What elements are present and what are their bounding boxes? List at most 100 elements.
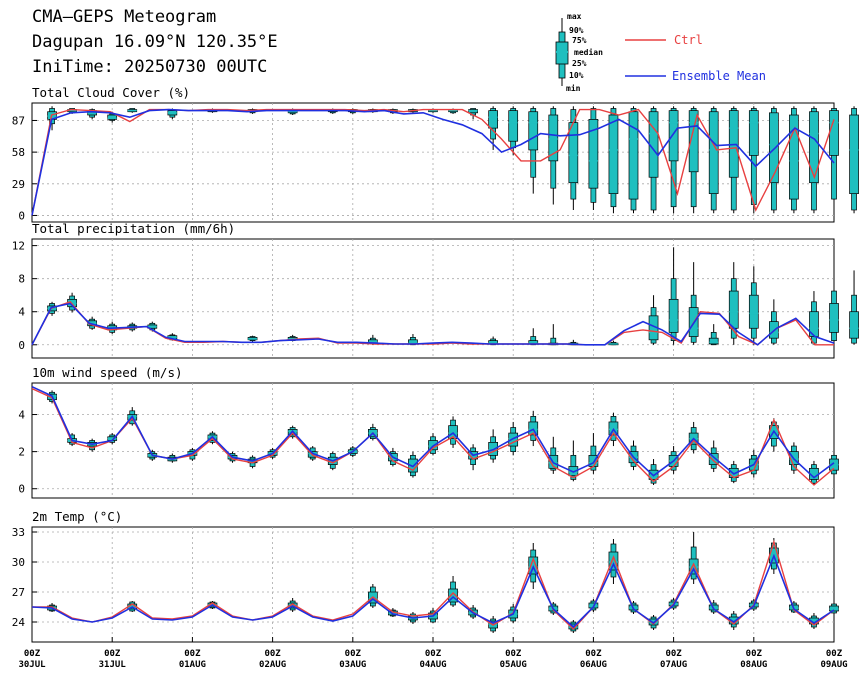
- precip-box-inner: [708, 337, 719, 345]
- precip-box: [748, 266, 759, 345]
- cloud-cover-frame: [31, 102, 835, 223]
- wind-speed-title: 10m wind speed (m/s): [32, 365, 183, 380]
- init-time-label: IniTime: 20250730 00UTC: [32, 57, 268, 77]
- cloud-cover-ytick-label: 58: [12, 146, 25, 159]
- legend-label-p90: 90%: [569, 26, 584, 35]
- wind-speed-panel: 10m wind speed (m/s) 0 2 4: [18, 365, 839, 499]
- wind-speed-ytick-label: 4: [18, 409, 25, 422]
- x-tick-day: 01AUG: [179, 660, 206, 670]
- cloud-cover-box: [488, 106, 498, 150]
- temp-ytick-label: 27: [12, 586, 25, 599]
- x-tick-day: 06AUG: [580, 660, 607, 670]
- precip-box-inner: [668, 298, 679, 333]
- x-tick-day: 02AUG: [259, 660, 286, 670]
- cloud-cover-box-inner: [608, 114, 619, 194]
- x-tick-day: 09AUG: [820, 660, 847, 670]
- cloud-cover-mean-line: [31, 108, 835, 216]
- precip-box-inner: [728, 290, 739, 329]
- cloud-cover-box-inner: [568, 122, 579, 184]
- location-label: Dagupan 16.09°N 120.35°E: [32, 32, 278, 52]
- cloud-cover-box: [528, 106, 539, 194]
- cloud-cover-box-inner: [809, 111, 819, 184]
- temp-frame: [31, 526, 835, 643]
- temp-box-inner: [448, 588, 458, 603]
- wind-speed-box-inner: [448, 425, 458, 439]
- x-tick-hour: 00Z: [746, 649, 763, 659]
- chart-title: CMA—GEPS Meteogram: [32, 7, 217, 27]
- x-tick-day: 07AUG: [660, 660, 687, 670]
- x-tick-hour: 00Z: [24, 649, 41, 659]
- precip-mean-line: [31, 302, 835, 346]
- cloud-cover-box: [849, 106, 859, 214]
- cloud-cover-box-inner: [849, 114, 859, 194]
- cloud-cover-box: [628, 106, 639, 214]
- cloud-cover-ytick-label: 87: [12, 114, 25, 127]
- legend-ctrl-label: Ctrl: [674, 33, 703, 47]
- cloud-cover-box: [768, 106, 779, 214]
- cloud-cover-box-inner: [829, 110, 839, 156]
- x-tick-day: 30JUL: [18, 660, 46, 670]
- x-tick-hour: 00Z: [264, 649, 281, 659]
- temp-mean-line: [31, 553, 835, 629]
- cloud-cover-box-inner: [688, 110, 699, 173]
- precip-ytick-label: 0: [18, 339, 25, 352]
- x-tick-day: 03AUG: [339, 660, 366, 670]
- cloud-cover-box-inner: [488, 110, 498, 129]
- cloud-cover-box-inner: [508, 110, 519, 142]
- precip-ctrl-line: [31, 300, 834, 346]
- precip-ytick-label: 4: [18, 306, 25, 319]
- legend-mean-label: Ensemble Mean: [672, 69, 766, 83]
- precip-box-inner: [748, 294, 759, 329]
- cloud-cover-title: Total Cloud Cover (%): [32, 85, 190, 100]
- cloud-cover-box: [127, 108, 138, 113]
- cloud-cover-box: [588, 106, 599, 210]
- legend-label-p10: 10%: [569, 71, 584, 80]
- temp-panel: 2m Temp (°C) 24 27 30 33: [12, 509, 839, 643]
- x-tick-day: 08AUG: [740, 660, 767, 670]
- cloud-cover-box-inner: [789, 114, 799, 200]
- precip-panel: Total precipitation (mm/6h) 0 4 8 12: [12, 221, 859, 359]
- cloud-cover-box: [809, 106, 819, 214]
- cloud-cover-box: [548, 106, 559, 205]
- wind-speed-box-inner: [528, 421, 539, 436]
- cloud-cover-box: [789, 106, 799, 214]
- cloud-cover-panel: Total Cloud Cover (%) 0 29 58 87: [12, 85, 859, 223]
- x-tick-day: 31JUL: [99, 660, 127, 670]
- temp-ytick-label: 24: [12, 616, 26, 629]
- legend-label-median: median: [574, 47, 603, 57]
- legend-label-min: min: [566, 83, 581, 93]
- cloud-cover-box-inner: [588, 119, 599, 189]
- precip-box: [708, 324, 719, 346]
- temp-box: [608, 539, 619, 584]
- x-tick-hour: 00Z: [184, 649, 201, 659]
- precip-box-inner: [849, 311, 859, 339]
- cloud-cover-box: [608, 106, 619, 214]
- legend-label-max: max: [567, 12, 582, 21]
- cloud-cover-box-inner: [528, 111, 539, 151]
- cloud-cover-box-inner: [748, 110, 759, 156]
- precip-box: [668, 247, 679, 345]
- legend-label-p75: 75%: [572, 36, 587, 45]
- temp-ytick-label: 33: [12, 526, 25, 539]
- x-tick-hour: 00Z: [585, 649, 602, 659]
- wind-speed-box: [448, 416, 458, 448]
- x-tick-day: 04AUG: [419, 660, 446, 670]
- x-tick-hour: 00Z: [505, 649, 522, 659]
- precip-ytick-label: 12: [12, 240, 25, 253]
- x-tick-hour: 00Z: [425, 649, 442, 659]
- precip-box: [809, 291, 819, 345]
- precip-title: Total precipitation (mm/6h): [32, 221, 235, 236]
- precip-box-inner: [829, 303, 839, 333]
- precip-box: [247, 335, 258, 342]
- legend-label-p25: 25%: [572, 59, 587, 68]
- precip-box: [608, 340, 619, 346]
- precip-box: [528, 328, 539, 346]
- temp-title: 2m Temp (°C): [32, 509, 122, 524]
- cloud-cover-box: [688, 106, 699, 214]
- cloud-cover-ytick-label: 0: [18, 209, 25, 222]
- temp-box-inner: [608, 551, 619, 571]
- x-tick-hour: 00Z: [826, 649, 843, 659]
- precip-box: [829, 278, 839, 345]
- cloud-cover-box-inner: [107, 114, 118, 120]
